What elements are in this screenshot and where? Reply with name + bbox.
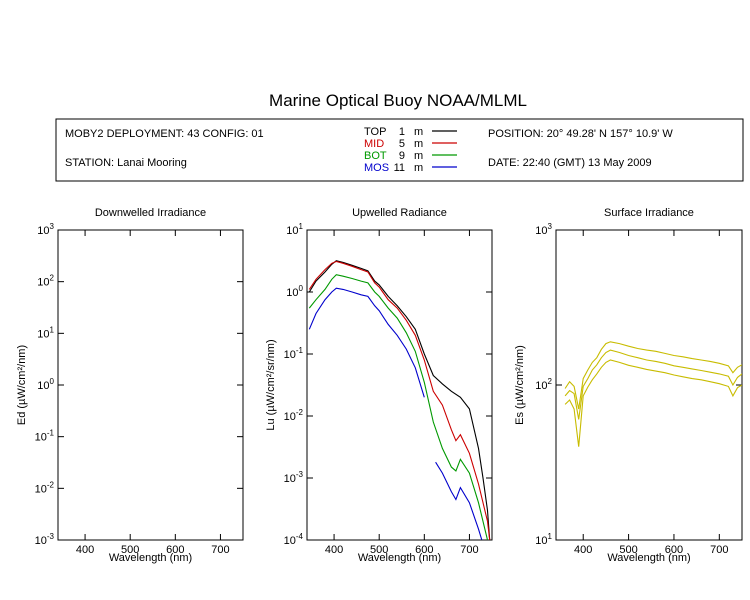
- y-tick-label: 10-1: [35, 429, 55, 444]
- x-tick-label: 400: [574, 544, 592, 556]
- x-tick-label: 500: [619, 544, 637, 556]
- panel-3: Surface Irradiance 101 102 103 400 500 600 700 W…: [514, 207, 743, 564]
- series-line-1: [564, 341, 742, 410]
- legend-unit-top: m: [414, 126, 423, 138]
- legend-depth-mid: 5: [399, 138, 405, 150]
- x-axis-label: Wavelength (nm): [109, 552, 192, 564]
- plot-frame: [57, 229, 244, 541]
- legend-depth-mos: 11: [394, 162, 405, 174]
- x-tick-label: 700: [211, 544, 229, 556]
- station-text: STATION: Lanai Mooring: [65, 157, 187, 169]
- series-line-mid: [308, 260, 491, 540]
- y-tick-label: 103: [535, 222, 552, 237]
- y-tick-label: 103: [37, 222, 54, 237]
- y-tick-label: 10-3: [35, 532, 55, 547]
- series-line-3: [564, 359, 742, 447]
- legend-label-bot: BOT: [364, 150, 387, 162]
- y-tick-label: 10-2: [35, 480, 55, 495]
- y-tick-label: 101: [535, 532, 552, 547]
- x-tick-label: 500: [370, 544, 388, 556]
- chart-panels: Downwelled Irradiance 10-3 10-2 10-1 100 101 1…: [16, 207, 743, 564]
- y-tick-label: 101: [37, 325, 54, 340]
- series-line-bot: [308, 274, 489, 540]
- x-axis-label: Wavelength (nm): [607, 552, 690, 564]
- y-tick-label: 100: [286, 284, 303, 299]
- y-tick-label: 10-2: [284, 408, 304, 423]
- date-text: DATE: 22:40 (GMT) 13 May 2009: [488, 157, 652, 169]
- x-tick-label: 600: [166, 544, 184, 556]
- y-axis-label: Es (µW/cm²/nm): [514, 345, 526, 425]
- y-tick-label: 102: [535, 377, 552, 392]
- plot-frame: [306, 229, 493, 541]
- x-tick-label: 400: [76, 544, 94, 556]
- y-tick-label: 102: [37, 274, 54, 289]
- series-line-top: [308, 260, 491, 540]
- y-tick-label: 10-1: [284, 346, 304, 361]
- x-tick-label: 500: [121, 544, 139, 556]
- header-box: MOBY2 DEPLOYMENT: 43 CONFIG: 01 STATION:…: [55, 118, 744, 182]
- legend-unit-bot: m: [414, 150, 423, 162]
- x-tick-label: 600: [665, 544, 683, 556]
- deployment-text: MOBY2 DEPLOYMENT: 43 CONFIG: 01: [65, 128, 264, 140]
- x-axis-label: Wavelength (nm): [358, 552, 441, 564]
- series-line-2: [564, 349, 742, 420]
- y-tick-label: 101: [286, 222, 303, 237]
- legend-unit-mos: m: [414, 162, 423, 174]
- legend-label-mos: MOS: [364, 162, 389, 174]
- panel-title: Upwelled Radiance: [352, 207, 447, 219]
- x-tick-label: 700: [460, 544, 478, 556]
- legend-label-mid: MID: [364, 138, 384, 150]
- legend-depth-top: 1: [399, 126, 405, 138]
- figure-title: Marine Optical Buoy NOAA/MLML: [269, 91, 527, 110]
- panel-1: Downwelled Irradiance 10-3 10-2 10-1 100 101 1…: [16, 207, 244, 564]
- legend-unit-mid: m: [414, 138, 423, 150]
- y-axis-label: Lu (µW/cm²/sr/nm): [265, 339, 277, 430]
- panel-title: Surface Irradiance: [604, 207, 694, 219]
- y-tick-label: 10-4: [284, 532, 304, 547]
- y-tick-label: 10-3: [284, 470, 304, 485]
- x-tick-label: 700: [710, 544, 728, 556]
- x-tick-label: 400: [325, 544, 343, 556]
- y-tick-label: 100: [37, 377, 54, 392]
- position-text: POSITION: 20° 49.28' N 157° 10.9' W: [488, 128, 673, 140]
- legend-depth-bot: 9: [399, 150, 405, 162]
- series-line-mos: [308, 287, 483, 540]
- series-group: [308, 260, 491, 540]
- series-group: [564, 341, 742, 447]
- x-tick-label: 600: [415, 544, 433, 556]
- panel-title: Downwelled Irradiance: [95, 207, 206, 219]
- y-axis-label: Ed (µW/cm²/nm): [16, 345, 28, 425]
- panel-2: Upwelled Radiance 10-4 10-3 10-2 10-1 100 101 4…: [265, 207, 493, 564]
- legend-label-top: TOP: [364, 126, 386, 138]
